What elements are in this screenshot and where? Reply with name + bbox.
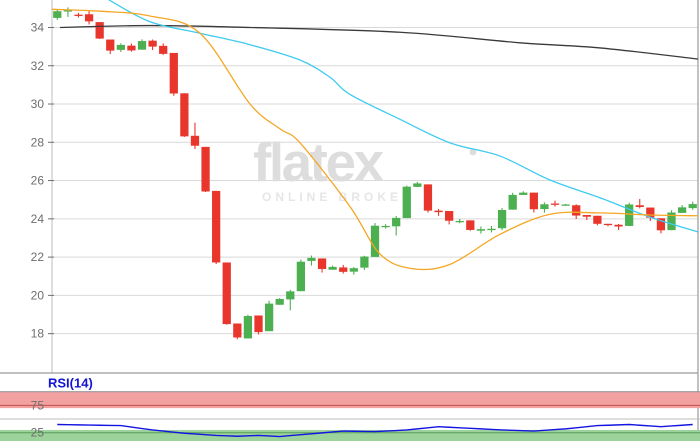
svg-text:RSI(14): RSI(14) bbox=[48, 376, 93, 391]
svg-text:22: 22 bbox=[31, 250, 45, 264]
svg-text:20: 20 bbox=[31, 288, 45, 302]
svg-text:75: 75 bbox=[31, 398, 45, 412]
svg-text:25: 25 bbox=[31, 426, 45, 440]
svg-text:ONLINE BROKER: ONLINE BROKER bbox=[262, 190, 415, 204]
svg-text:18: 18 bbox=[31, 327, 45, 341]
svg-text:30: 30 bbox=[31, 97, 45, 111]
svg-text:24: 24 bbox=[31, 212, 45, 226]
svg-text:32: 32 bbox=[31, 59, 45, 73]
svg-text:34: 34 bbox=[31, 20, 45, 34]
svg-text:flatex: flatex bbox=[253, 131, 385, 193]
svg-text:28: 28 bbox=[31, 135, 45, 149]
svg-text:26: 26 bbox=[31, 174, 45, 188]
